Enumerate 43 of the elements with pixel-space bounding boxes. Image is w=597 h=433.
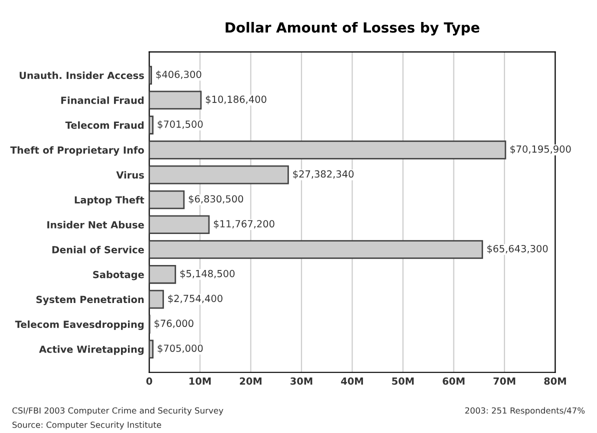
y-tick-label: Unauth. Insider Access [20,72,144,80]
x-tick-label: 60M [442,377,464,385]
data-label: $701,500 [158,120,203,130]
data-label: $65,643,300 [487,244,548,254]
data-label: $6,830,500 [188,195,244,204]
x-tick-label: 20M [240,377,262,385]
data-label: $11,767,200 [214,220,274,229]
data-label: $705,000 [158,344,203,354]
y-tick-label: Sabotage [93,270,144,280]
y-tick-label: Virus [116,171,144,179]
chart-title: Dollar Amount of Losses by Type [226,22,480,36]
x-tick-label: 50M [392,377,414,385]
bar [149,340,154,359]
bar [149,265,176,284]
bar [149,116,154,134]
x-tick-label: 30M [290,377,312,385]
bar [149,290,164,309]
y-tick-label: Laptop Theft [74,196,144,206]
y-tick-label: Financial Fraud [61,96,144,104]
data-label: $76,000 [154,320,194,328]
y-tick-label: Active Wiretapping [39,345,144,355]
source-note: Source: Computer Security Institute [12,421,162,430]
y-tick-label: Denial of Service [52,246,144,254]
data-label: $27,382,340 [293,170,354,179]
data-label: $406,300 [156,70,202,80]
x-tick-label: 80M [544,377,566,385]
y-tick-label: Theft of Proprietary Info [10,146,144,156]
x-tick-label: 10M [189,377,211,385]
x-tick-label: 40M [341,377,363,385]
data-label: $10,186,400 [206,95,266,104]
y-tick-label: Telecom Eavesdropping [15,320,144,330]
y-tick-label: System Penetration [36,296,144,306]
x-tick-label: 70M [494,377,516,385]
data-label: $2,754,400 [168,294,222,304]
data-label: $5,148,500 [180,270,235,279]
bar [149,190,185,210]
data-label: $70,195,900 [510,145,571,154]
y-tick-label: Insider Net Abuse [47,220,144,228]
x-tick-label: 0 [146,377,152,385]
text: 2003: 251 Respondents/47% [465,407,585,416]
y-tick-label: Telecom Fraud [65,121,144,129]
bar [149,66,152,85]
text: CSI/FBI 2003 Computer Crime and Security Survey [12,407,224,416]
